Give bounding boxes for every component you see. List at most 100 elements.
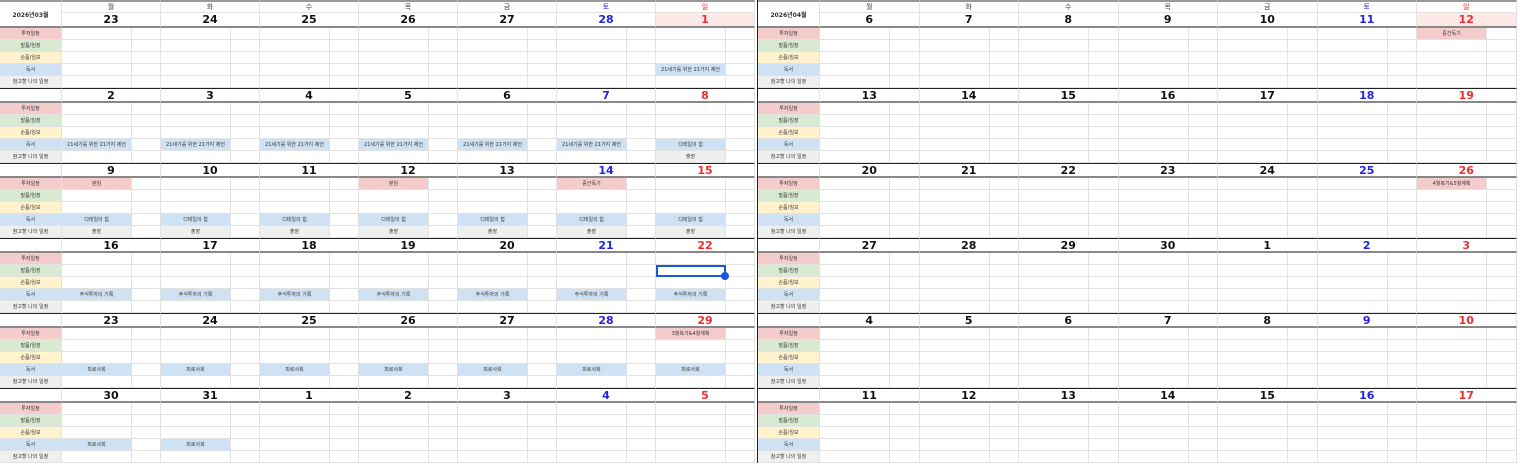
date-cell[interactable]: 18	[260, 238, 359, 253]
event-cell[interactable]: 피로사회	[161, 439, 231, 451]
calendar-cell[interactable]	[1218, 202, 1288, 214]
spare-cell[interactable]	[1089, 301, 1119, 313]
calendar-cell[interactable]	[919, 439, 990, 451]
spare-cell[interactable]	[330, 289, 359, 301]
calendar-cell[interactable]	[1218, 115, 1288, 127]
calendar-cell[interactable]	[820, 202, 890, 214]
calendar-cell[interactable]	[62, 115, 132, 127]
date-cell[interactable]: 1	[656, 13, 755, 28]
spare-cell[interactable]	[1089, 115, 1119, 127]
date-cell[interactable]: 25	[260, 313, 359, 328]
calendar-cell[interactable]	[1118, 364, 1189, 376]
date-cell[interactable]: 4	[820, 313, 920, 328]
spare-cell[interactable]	[627, 364, 656, 376]
spare-cell[interactable]	[726, 103, 755, 115]
spare-cell[interactable]	[528, 76, 557, 88]
calendar-cell[interactable]	[557, 427, 627, 439]
spare-cell[interactable]	[231, 253, 260, 265]
spare-cell[interactable]	[1089, 139, 1119, 151]
spare-cell[interactable]	[1188, 352, 1218, 364]
calendar-cell[interactable]	[820, 364, 890, 376]
spare-cell[interactable]	[528, 439, 557, 451]
calendar-cell[interactable]	[161, 376, 231, 388]
spare-cell[interactable]	[132, 178, 161, 190]
spare-cell[interactable]	[890, 139, 920, 151]
spare-cell[interactable]	[1188, 76, 1218, 88]
calendar-cell[interactable]	[656, 376, 726, 388]
spare-cell[interactable]	[726, 328, 755, 340]
spare-cell[interactable]	[1387, 52, 1417, 64]
spare-cell[interactable]	[1089, 28, 1119, 40]
spare-cell[interactable]	[1387, 127, 1417, 139]
event-cell[interactable]: 주식투자의 기록	[557, 289, 627, 301]
calendar-cell[interactable]	[161, 115, 231, 127]
spare-cell[interactable]	[1487, 403, 1517, 415]
spare-cell[interactable]	[330, 127, 359, 139]
spare-cell[interactable]	[627, 253, 656, 265]
calendar-cell[interactable]	[557, 277, 627, 289]
date-cell[interactable]: 17	[161, 238, 260, 253]
event-cell[interactable]: 4월복기&5월계획	[1417, 178, 1487, 190]
calendar-cell[interactable]	[656, 190, 726, 202]
spare-cell[interactable]	[726, 115, 755, 127]
calendar-cell[interactable]	[359, 115, 429, 127]
calendar-cell[interactable]	[458, 202, 528, 214]
spare-cell[interactable]	[726, 301, 755, 313]
date-cell[interactable]: 9	[62, 163, 161, 178]
calendar-cell[interactable]	[919, 376, 990, 388]
calendar-cell[interactable]	[557, 40, 627, 52]
spare-cell[interactable]	[989, 415, 1019, 427]
spare-cell[interactable]	[1387, 139, 1417, 151]
spare-cell[interactable]	[1387, 301, 1417, 313]
calendar-cell[interactable]	[1417, 340, 1487, 352]
event-cell[interactable]: 디테일의 힘	[260, 214, 330, 226]
spare-cell[interactable]	[528, 40, 557, 52]
event-cell[interactable]: 21세기를 위한 21가지 제언	[359, 139, 429, 151]
calendar-cell[interactable]	[161, 277, 231, 289]
spare-cell[interactable]	[627, 376, 656, 388]
calendar-cell[interactable]	[1019, 226, 1089, 238]
calendar-cell[interactable]	[919, 76, 990, 88]
calendar-cell[interactable]	[359, 28, 429, 40]
calendar-cell[interactable]	[1019, 151, 1089, 163]
date-cell[interactable]: 8	[1218, 313, 1318, 328]
spare-cell[interactable]	[1089, 64, 1119, 76]
calendar-cell[interactable]	[1118, 253, 1189, 265]
spare-cell[interactable]	[1387, 40, 1417, 52]
calendar-cell[interactable]	[1019, 178, 1089, 190]
calendar-cell[interactable]	[919, 340, 990, 352]
spare-cell[interactable]	[1288, 427, 1318, 439]
spare-cell[interactable]	[1089, 352, 1119, 364]
spare-cell[interactable]	[1288, 265, 1318, 277]
spare-cell[interactable]	[989, 340, 1019, 352]
calendar-cell[interactable]	[1317, 76, 1388, 88]
calendar-cell[interactable]	[820, 403, 890, 415]
calendar-cell[interactable]	[820, 28, 890, 40]
spare-cell[interactable]	[1487, 76, 1517, 88]
calendar-cell[interactable]	[161, 103, 231, 115]
spare-cell[interactable]	[1387, 151, 1417, 163]
calendar-cell[interactable]	[1118, 190, 1189, 202]
spare-cell[interactable]	[231, 115, 260, 127]
spare-cell[interactable]	[726, 52, 755, 64]
calendar-cell[interactable]	[820, 289, 890, 301]
calendar-cell[interactable]	[260, 301, 330, 313]
spare-cell[interactable]	[1387, 364, 1417, 376]
calendar-cell[interactable]	[359, 265, 429, 277]
calendar-cell[interactable]	[62, 103, 132, 115]
calendar-cell[interactable]	[557, 202, 627, 214]
calendar-cell[interactable]	[557, 265, 627, 277]
spare-cell[interactable]	[627, 40, 656, 52]
calendar-cell[interactable]	[820, 253, 890, 265]
calendar-cell[interactable]	[1118, 202, 1189, 214]
spare-cell[interactable]	[330, 52, 359, 64]
date-cell[interactable]: 29	[1019, 238, 1119, 253]
date-cell[interactable]: 20	[820, 163, 920, 178]
spare-cell[interactable]	[1288, 151, 1318, 163]
spare-cell[interactable]	[989, 403, 1019, 415]
calendar-cell[interactable]	[1019, 427, 1089, 439]
spare-cell[interactable]	[989, 439, 1019, 451]
spare-cell[interactable]	[890, 253, 920, 265]
spare-cell[interactable]	[1288, 439, 1318, 451]
spare-cell[interactable]	[330, 439, 359, 451]
